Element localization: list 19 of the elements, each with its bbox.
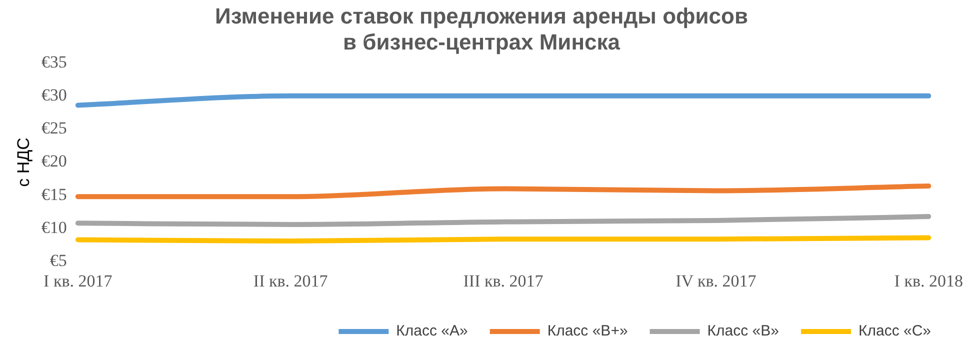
y-tick-label: €5 bbox=[50, 251, 67, 270]
y-tick-label: €30 bbox=[41, 85, 67, 104]
legend-label: Класс «С» bbox=[858, 322, 932, 340]
legend-label: Класс «В+» bbox=[547, 322, 628, 340]
y-tick-label: €25 bbox=[41, 118, 67, 138]
x-tick-label: IV кв. 2017 bbox=[676, 271, 757, 290]
x-tick-label: I кв. 2018 bbox=[894, 271, 964, 290]
x-tick-label: II кв. 2017 bbox=[253, 271, 328, 290]
text: в бизнес-центрах Минска bbox=[343, 30, 620, 55]
legend-label: Класс «В» bbox=[707, 322, 779, 340]
text: Изменение ставок предложения аренды офисов bbox=[215, 3, 748, 28]
x-tick-label: III кв. 2017 bbox=[463, 271, 544, 290]
y-axis-title: с НДС bbox=[14, 138, 33, 187]
y-tick-label: €15 bbox=[41, 184, 67, 204]
y-tick-label: €10 bbox=[41, 218, 67, 237]
x-tick-label: I кв. 2017 bbox=[44, 271, 113, 290]
y-tick-label: €35 bbox=[41, 52, 67, 72]
y-tick-label: €20 bbox=[41, 152, 67, 171]
legend-label: Класс «А» bbox=[396, 322, 468, 340]
